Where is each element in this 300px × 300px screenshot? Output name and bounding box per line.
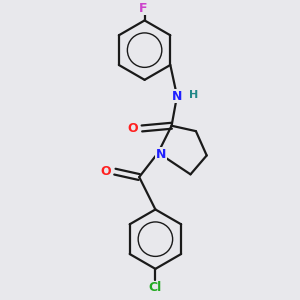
Text: H: H bbox=[189, 90, 198, 100]
Text: N: N bbox=[156, 148, 166, 160]
Text: Cl: Cl bbox=[149, 281, 162, 294]
Text: N: N bbox=[172, 89, 182, 103]
Text: O: O bbox=[100, 165, 111, 178]
Text: O: O bbox=[127, 122, 138, 135]
Text: F: F bbox=[139, 2, 148, 15]
